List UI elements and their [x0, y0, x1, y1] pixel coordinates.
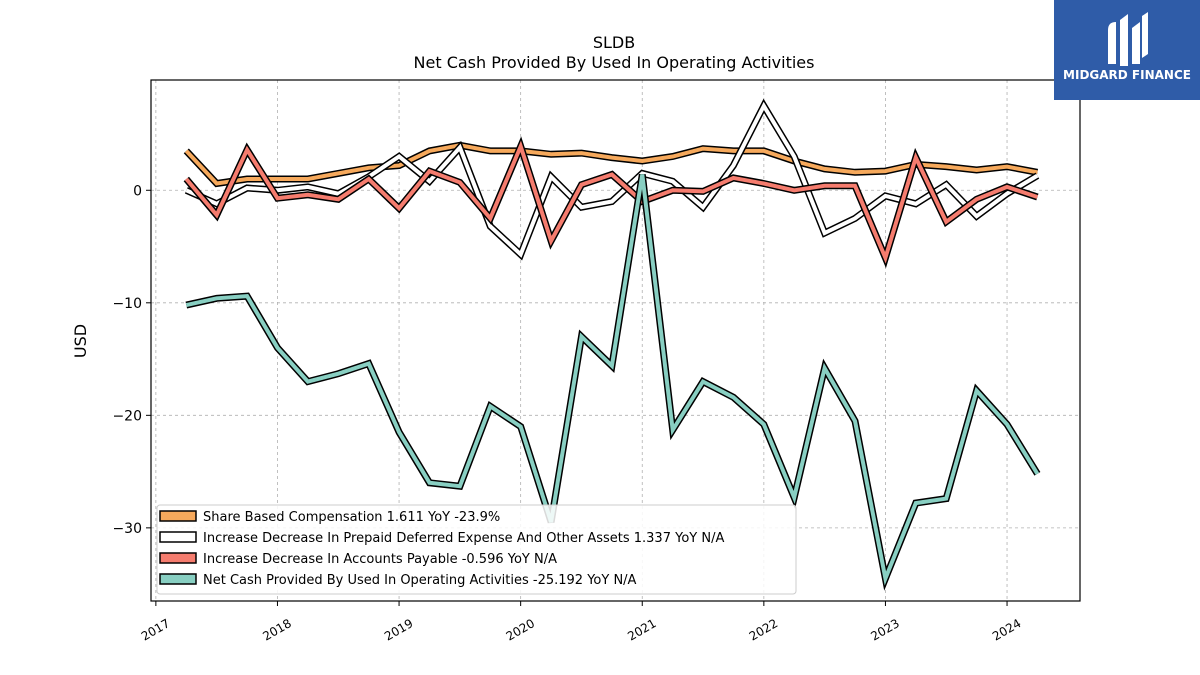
x-axis: 2017 2018 2019 2020 2021 2022 2023 2024 — [139, 601, 1023, 644]
series-line — [184, 140, 1039, 264]
chart-subtitle: Net Cash Provided By Used In Operating A… — [414, 53, 815, 72]
brand-logo: MIDGARD FINANCE — [1054, 0, 1200, 100]
brand-name: MIDGARD FINANCE — [1063, 68, 1191, 82]
series-3 — [183, 136, 1039, 269]
legend-swatch — [159, 573, 197, 585]
chart-title: SLDB — [593, 33, 635, 52]
series-line — [185, 174, 1040, 586]
series-line — [184, 143, 1038, 186]
series-line — [185, 101, 1039, 258]
x-tick-label: 2022 — [747, 616, 780, 643]
legend-entry: Increase Decrease In Accounts Payable -0… — [203, 552, 557, 567]
x-tick-label: 2019 — [382, 616, 415, 643]
y-tick-label: −20 — [112, 408, 142, 424]
legend-swatch — [159, 510, 197, 522]
legend-swatch — [159, 552, 197, 564]
brand-logo-icon — [1108, 12, 1148, 66]
legend-entry: Net Cash Provided By Used In Operating A… — [203, 573, 637, 588]
legend: Share Based Compensation 1.611 YoY -23.9… — [156, 504, 797, 595]
y-axis-label: USD — [71, 324, 90, 358]
series-1 — [183, 141, 1039, 188]
y-tick-label: −30 — [112, 521, 142, 537]
legend-entry: Share Based Compensation 1.611 YoY -23.9… — [203, 510, 500, 525]
y-tick-label: −10 — [112, 296, 142, 312]
y-axis: 0 −10 −20 −30 — [112, 183, 151, 537]
x-tick-label: 2023 — [868, 616, 901, 643]
series-2 — [184, 98, 1040, 261]
legend-entry: Increase Decrease In Prepaid Deferred Ex… — [203, 531, 724, 546]
y-tick-label: 0 — [133, 183, 142, 199]
series-lines — [183, 98, 1041, 591]
x-tick-label: 2021 — [625, 616, 658, 643]
legend-box — [156, 504, 797, 595]
x-tick-label: 2024 — [990, 616, 1023, 643]
x-tick-label: 2017 — [139, 616, 172, 643]
series-4 — [185, 173, 1041, 591]
plot-frame — [150, 79, 1081, 602]
x-tick-label: 2020 — [504, 616, 537, 643]
legend-swatch — [159, 531, 197, 543]
x-tick-label: 2018 — [260, 616, 293, 643]
